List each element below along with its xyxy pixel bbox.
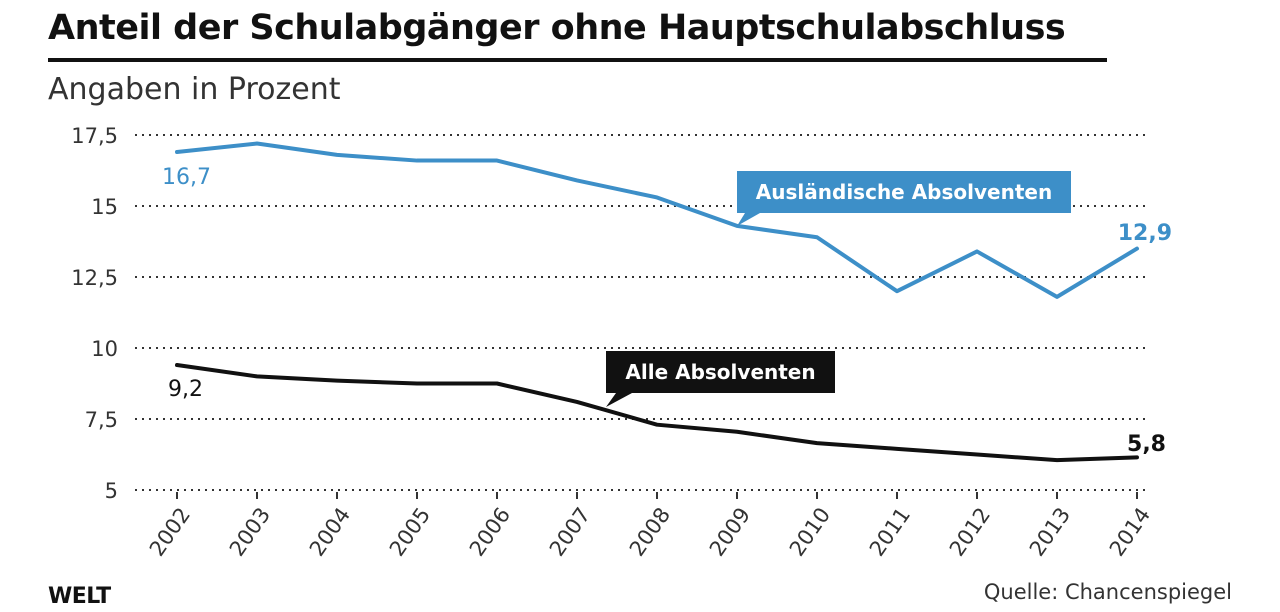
y-tick-label: 7,5: [85, 408, 118, 432]
x-tick-label: 2009: [705, 503, 755, 561]
x-tick-label: 2007: [545, 503, 595, 561]
callout-pointer: [606, 393, 632, 407]
source-note: Quelle: Chancenspiegel: [983, 580, 1232, 604]
series-line-auslaendische: [175, 141, 1139, 299]
x-tick-label: 2003: [225, 503, 275, 561]
callout-auslaendische: Ausländische Absolventen: [737, 171, 1071, 226]
y-tick-label: 17,5: [71, 124, 118, 148]
y-tick-label: 10: [91, 337, 118, 361]
callout-label: Alle Absolventen: [625, 360, 815, 384]
y-axis-labels: 5 7,5 10 12,5 15 17,5: [71, 124, 118, 503]
y-tick-label: 15: [91, 195, 118, 219]
title-underline: [48, 58, 1107, 62]
callout-box: [606, 351, 835, 393]
x-tick-label: 2005: [385, 503, 435, 561]
callout-alle: Alle Absolventen: [606, 351, 835, 407]
chart-title: Anteil der Schulabgänger ohne Hauptschul…: [48, 8, 1066, 48]
x-tick-label: 2004: [305, 503, 355, 561]
x-axis-ticks: [176, 492, 1138, 499]
x-tick-label: 2011: [865, 503, 915, 561]
callout-pointer: [737, 213, 760, 226]
gridlines: [135, 134, 1150, 491]
data-label-start: 9,2: [168, 377, 203, 402]
callout-label: Ausländische Absolventen: [756, 180, 1052, 204]
series-lines: [175, 141, 1139, 463]
x-tick-label: 2006: [465, 503, 515, 561]
x-tick-label: 2014: [1105, 503, 1155, 561]
x-tick-label: 2013: [1025, 503, 1075, 561]
x-tick-label: 2012: [945, 503, 995, 561]
data-label-end: 5,8: [1127, 432, 1166, 457]
welt-logo: WELT: [48, 584, 111, 609]
callout-box: [737, 171, 1071, 213]
x-tick-label: 2010: [785, 503, 835, 561]
data-label-start: 16,7: [162, 165, 211, 190]
x-tick-label: 2002: [145, 503, 195, 561]
data-label-end: 12,9: [1118, 221, 1172, 246]
series-callouts: Ausländische Absolventen Alle Absolventen: [606, 171, 1071, 407]
series-line-alle: [175, 363, 1139, 463]
x-tick-label: 2008: [625, 503, 675, 561]
data-labels: 16,7 12,9 9,2 5,8: [162, 165, 1172, 457]
y-tick-label: 5: [105, 479, 118, 503]
chart-subtitle: Angaben in Prozent: [48, 72, 341, 107]
y-tick-label: 12,5: [71, 266, 118, 290]
x-axis-labels: 2002 2003 2004 2005 2006 2007 2008 2009 2010 2011…: [145, 503, 1155, 561]
